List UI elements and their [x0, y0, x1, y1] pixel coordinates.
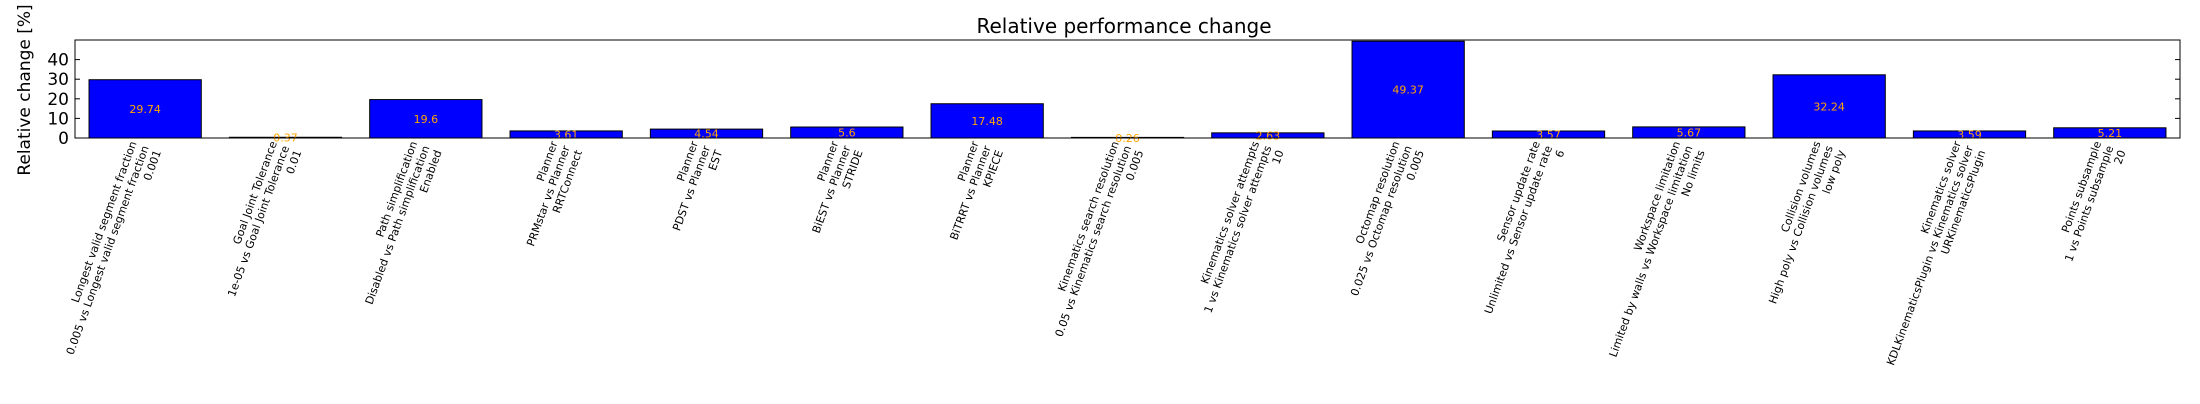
bar-value-label: 19.6 [414, 113, 439, 126]
bar-value-label: 5.21 [2098, 127, 2123, 140]
bar-value-label: 32.24 [1813, 100, 1845, 113]
bar [1772, 74, 1886, 139]
category-label-line: KDLKinematicsPlugin vs Kinematics solver [1884, 144, 1976, 368]
category-label-line: Longest valid segment fraction [69, 139, 140, 304]
bar [88, 79, 202, 139]
bar-value-label: 2.63 [1256, 129, 1281, 142]
y-axis-label: Relative change [%] [15, 4, 35, 175]
bar-value-label: 3.57 [1536, 129, 1561, 142]
bar-value-label: 17.48 [971, 115, 1003, 128]
category-label-line: Unlimited vs Sensor update rate [1482, 144, 1555, 316]
y-tick-label: 40 [47, 51, 69, 71]
category-label-line: Limited by walls vs Workspace limitation [1607, 144, 1696, 359]
y-tick-label: 0 [58, 129, 69, 149]
bar-value-label: 4.54 [694, 128, 719, 141]
category-label-line: 0.005 vs Longest valid segment fraction [64, 144, 152, 357]
category-label-line: 6 [1553, 148, 1568, 159]
bar-value-label: 3.61 [554, 128, 579, 141]
bar [930, 103, 1044, 139]
y-tick-label: 20 [47, 90, 69, 110]
bar [1351, 40, 1465, 139]
category-label-line: 10 [1270, 148, 1287, 166]
category-label-line: 20 [2112, 148, 2129, 166]
bar-value-label: 5.6 [838, 127, 856, 140]
bar-value-label: 3.59 [1957, 128, 1982, 141]
bar-value-label: 5.67 [1677, 126, 1702, 139]
y-tick-label: 10 [47, 109, 69, 129]
bar-value-label: 29.74 [129, 103, 161, 116]
bar-value-label: 49.37 [1392, 84, 1424, 97]
y-tick-label: 30 [47, 70, 69, 90]
chart-title: Relative performance change [976, 14, 1271, 38]
plot-frame [74, 39, 2181, 139]
category-label-line: 0.05 vs Kinematics search resolution [1053, 144, 1134, 339]
